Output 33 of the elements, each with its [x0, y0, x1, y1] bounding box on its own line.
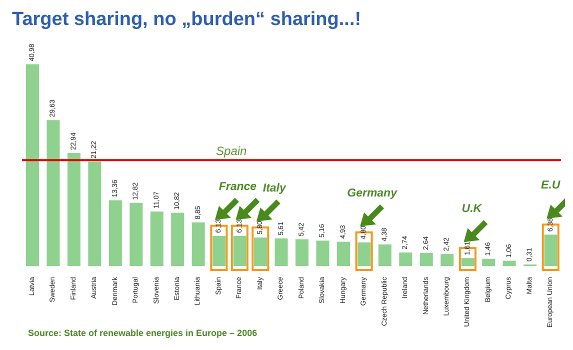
bar	[192, 222, 205, 266]
bar	[399, 252, 412, 266]
bar	[336, 242, 350, 266]
bar	[130, 202, 143, 266]
chart-title: Target sharing, no „burden“ sharing...!	[11, 8, 362, 32]
annotation: France	[218, 180, 258, 193]
ref-line-label: Spain	[216, 144, 248, 158]
bar	[296, 239, 308, 266]
bar	[502, 260, 516, 266]
annotation: E.U	[541, 180, 561, 192]
bar	[440, 254, 454, 266]
bar	[420, 253, 433, 266]
bar	[46, 120, 60, 266]
bar	[67, 153, 80, 266]
bar	[482, 258, 496, 266]
annotation: U.K	[462, 203, 482, 216]
bar	[108, 200, 122, 266]
annotation: Germany	[347, 187, 398, 200]
bar	[254, 237, 268, 266]
bar	[171, 212, 184, 266]
bar	[316, 240, 330, 266]
bar	[274, 238, 288, 266]
bar	[26, 64, 39, 266]
bar	[358, 242, 371, 266]
bar	[233, 236, 246, 266]
bar	[212, 236, 226, 266]
bar	[461, 258, 474, 266]
bar	[378, 244, 392, 266]
bar	[88, 162, 102, 266]
bar	[544, 234, 558, 266]
bar	[150, 211, 164, 266]
annotation: Italy	[262, 182, 287, 194]
source-note: Source: State of renewable energies in Europe – 2006	[27, 328, 258, 338]
